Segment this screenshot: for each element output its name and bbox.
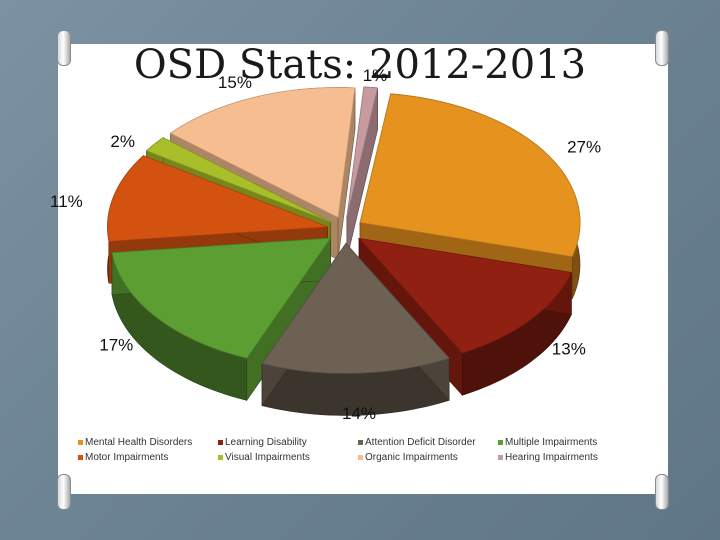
legend-label: Motor Impairments bbox=[85, 452, 169, 463]
legend-swatch bbox=[78, 455, 83, 460]
legend-swatch bbox=[218, 440, 223, 445]
legend-label: Hearing Impairments bbox=[505, 452, 598, 463]
legend-row: Mental Health Disorders Learning Disabil… bbox=[78, 435, 638, 450]
pie-slice bbox=[359, 93, 581, 258]
chart-legend: Mental Health Disorders Learning Disabil… bbox=[78, 435, 638, 465]
legend-item-motor: Motor Impairments bbox=[78, 450, 218, 465]
pie-slice bbox=[169, 87, 356, 219]
binder-clip-icon bbox=[655, 30, 669, 66]
pie-tops bbox=[107, 86, 581, 374]
pie-slice bbox=[261, 242, 450, 374]
legend-swatch bbox=[358, 440, 363, 445]
binder-clip-icon bbox=[57, 474, 71, 510]
pie-value-label: 14% bbox=[342, 404, 376, 423]
pie-value-label: 1% bbox=[363, 66, 388, 85]
pie-slice bbox=[346, 86, 379, 217]
legend-swatch bbox=[78, 440, 83, 445]
pie-value-label: 2% bbox=[110, 132, 135, 151]
legend-label: Organic Impairments bbox=[365, 452, 458, 463]
pie-slice bbox=[111, 237, 332, 359]
legend-row: Motor Impairments Visual Impairments Org… bbox=[78, 450, 638, 465]
legend-swatch bbox=[498, 455, 503, 460]
legend-label: Learning Disability bbox=[225, 437, 307, 448]
binder-clip-icon bbox=[655, 474, 669, 510]
pie-value-label: 27% bbox=[567, 137, 601, 156]
legend-swatch bbox=[498, 440, 503, 445]
pie-value-label: 15% bbox=[218, 73, 252, 92]
pie-slice bbox=[358, 237, 572, 354]
chart-title: OSD Stats: 2012-2013 bbox=[133, 42, 587, 88]
legend-swatch bbox=[218, 455, 223, 460]
legend-item-visual: Visual Impairments bbox=[218, 450, 358, 465]
legend-label: Visual Impairments bbox=[225, 452, 310, 463]
pie-value-label: 13% bbox=[552, 339, 586, 358]
legend-item-multiple: Multiple Impairments bbox=[498, 435, 638, 450]
pie-slice bbox=[145, 137, 331, 223]
legend-label: Attention Deficit Disorder bbox=[365, 437, 476, 448]
legend-item-organic: Organic Impairments bbox=[358, 450, 498, 465]
legend-item-learning: Learning Disability bbox=[218, 435, 358, 450]
legend-item-mental-health: Mental Health Disorders bbox=[78, 435, 218, 450]
binder-clip-icon bbox=[57, 30, 71, 66]
pie-value-label: 17% bbox=[99, 336, 133, 355]
legend-label: Multiple Impairments bbox=[505, 437, 598, 448]
legend-item-hearing: Hearing Impairments bbox=[498, 450, 638, 465]
legend-item-attention: Attention Deficit Disorder bbox=[358, 435, 498, 450]
pie-slice bbox=[107, 155, 328, 242]
legend-label: Mental Health Disorders bbox=[85, 437, 193, 448]
legend-swatch bbox=[358, 455, 363, 460]
pie-value-label: 11% bbox=[50, 192, 83, 211]
